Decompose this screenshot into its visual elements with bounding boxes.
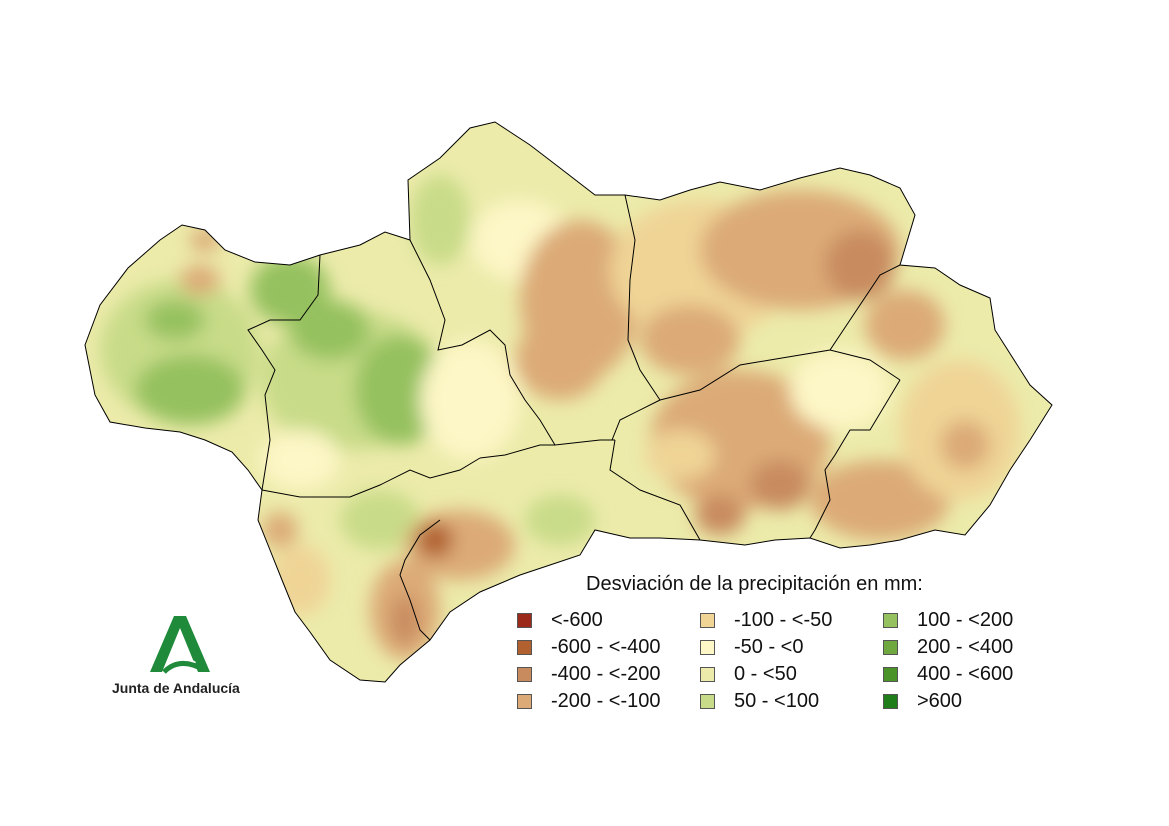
- legend-label: -200 - <-100: [551, 689, 661, 712]
- legend-label: 100 - <200: [917, 608, 1014, 631]
- logo-text: Junta de Andalucía: [112, 680, 240, 696]
- legend-item: >600: [883, 688, 962, 714]
- legend-swatch: [517, 693, 532, 709]
- legend-item: 100 - <200: [883, 607, 1013, 633]
- logo-a-icon: [150, 616, 210, 674]
- legend-label: -600 - <-400: [551, 635, 661, 658]
- legend-item: -600 - <-400: [517, 634, 661, 660]
- legend-item: 0 - <50: [700, 661, 797, 687]
- legend-swatch: [517, 639, 532, 655]
- legend-swatch: [883, 612, 898, 628]
- legend-swatch: [883, 693, 898, 709]
- legend-label: 400 - <600: [917, 662, 1014, 685]
- legend-item: 200 - <400: [883, 634, 1013, 660]
- legend-label: >600: [917, 689, 963, 712]
- legend-item: -100 - <-50: [700, 607, 832, 633]
- legend-title: Desviación de la precipitación en mm:: [586, 573, 923, 595]
- legend-label: <-600: [551, 608, 603, 631]
- legend-label: 50 - <100: [734, 689, 820, 712]
- legend-swatch: [700, 666, 715, 682]
- legend-label: -50 - <0: [734, 635, 804, 658]
- legend-swatch: [700, 612, 715, 628]
- junta-de-andalucia-logo: Junta de Andalucía: [112, 612, 262, 702]
- legend-swatch: [700, 693, 715, 709]
- legend-swatch: [883, 639, 898, 655]
- legend-item: 400 - <600: [883, 661, 1013, 687]
- legend-label: -100 - <-50: [734, 608, 833, 631]
- legend-label: 200 - <400: [917, 635, 1014, 658]
- legend-swatch: [883, 666, 898, 682]
- legend-item: <-600: [517, 607, 603, 633]
- legend-item: -400 - <-200: [517, 661, 661, 687]
- legend-item: -50 - <0: [700, 634, 803, 660]
- legend-swatch: [517, 612, 532, 628]
- legend-item: -200 - <-100: [517, 688, 661, 714]
- region-outline: [84, 121, 1053, 683]
- legend-item: 50 - <100: [700, 688, 819, 714]
- legend-label: -400 - <-200: [551, 662, 661, 685]
- legend-swatch: [517, 666, 532, 682]
- legend: <-600 -600 - <-400 -400 - <-200 -200 - <…: [517, 607, 1077, 719]
- legend-label: 0 - <50: [734, 662, 797, 685]
- province-borders: [247, 194, 901, 641]
- legend-swatch: [700, 639, 715, 655]
